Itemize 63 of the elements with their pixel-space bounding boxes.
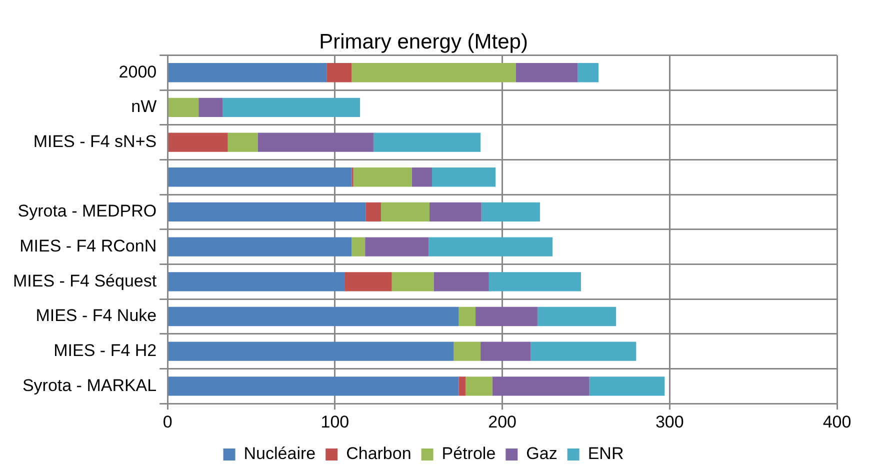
bar: [365, 237, 429, 256]
legend-label: Pétrole: [442, 444, 496, 464]
bar: [168, 63, 327, 82]
bar: [480, 342, 531, 361]
bar: [537, 306, 616, 326]
bar: [345, 272, 392, 292]
x-tick-label: 0: [162, 412, 172, 432]
bar: [465, 376, 492, 396]
y-tick-label: Syrota - MARKAL: [22, 376, 157, 395]
bar: [168, 132, 228, 152]
bar: [589, 376, 665, 396]
bar: [476, 306, 538, 326]
bar: [380, 202, 430, 222]
bar: [352, 237, 366, 256]
bar: [168, 306, 459, 326]
y-tick-label: MIES - F4 Nuke: [36, 306, 157, 326]
chart-title: Primary energy (Mtep): [319, 30, 528, 54]
x-tick-label: 400: [822, 412, 852, 432]
bar: [222, 98, 360, 118]
bar: [168, 376, 459, 396]
bar: [366, 202, 381, 222]
bar: [168, 202, 366, 222]
y-tick-label: MIES - F4 RConN: [20, 236, 157, 256]
bar: [228, 132, 258, 152]
bar: [428, 237, 553, 256]
bar: [530, 342, 636, 361]
bar: [352, 63, 516, 82]
legend-label: Gaz: [526, 444, 558, 464]
bar: [578, 63, 599, 82]
bar: [434, 272, 489, 292]
y-tick-label: MIES - F4 sN+S: [33, 132, 157, 151]
bar: [488, 272, 581, 292]
bar: [412, 168, 432, 187]
bar: [258, 132, 374, 152]
bar: [168, 272, 345, 292]
y-tick-label: nW: [131, 97, 157, 116]
bar: [326, 63, 352, 82]
bar: [432, 168, 496, 187]
bar: [430, 202, 482, 222]
bar: [168, 98, 199, 118]
legend-label: Nucléaire: [244, 444, 316, 464]
y-tick-label: Syrota - MEDPRO: [18, 202, 157, 221]
y-tick-label: 2000: [118, 62, 157, 82]
bar: [454, 342, 481, 361]
x-tick-label: 100: [320, 412, 350, 432]
bar: [168, 342, 454, 361]
bar: [516, 63, 578, 82]
x-tick-label: 200: [488, 412, 516, 432]
bar: [168, 168, 352, 187]
bar: [458, 306, 476, 326]
legend-label: Charbon: [346, 444, 412, 464]
bar: [168, 237, 352, 256]
bar: [458, 376, 466, 396]
bar: [353, 168, 412, 187]
legend-label: ENR: [588, 444, 624, 464]
bar: [198, 98, 223, 118]
x-tick-label: 300: [655, 412, 684, 432]
y-tick-label: MIES - F4 Séquest: [12, 271, 157, 290]
bar: [373, 132, 481, 152]
bar: [492, 376, 590, 396]
bar: [392, 272, 434, 292]
y-tick-label: MIES - F4 H2: [54, 341, 157, 360]
bar: [481, 202, 540, 222]
